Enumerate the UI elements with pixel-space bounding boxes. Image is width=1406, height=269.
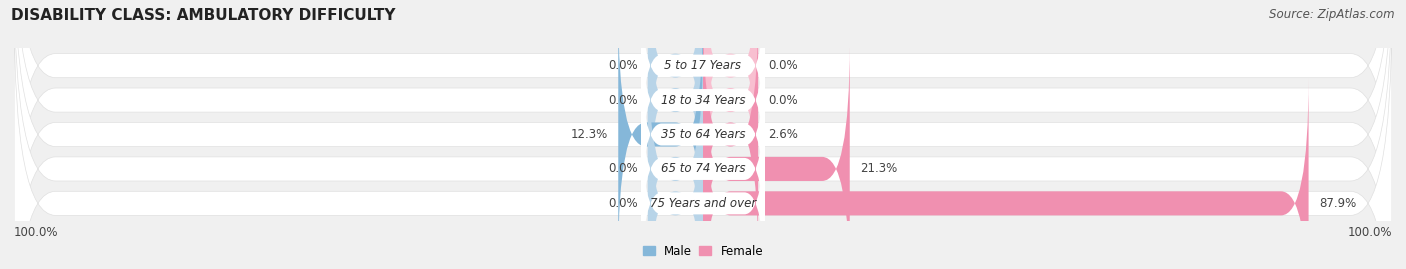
FancyBboxPatch shape — [14, 0, 1392, 269]
FancyBboxPatch shape — [648, 0, 703, 191]
FancyBboxPatch shape — [14, 0, 1392, 269]
Text: 65 to 74 Years: 65 to 74 Years — [661, 162, 745, 175]
Text: 87.9%: 87.9% — [1319, 197, 1357, 210]
Text: 0.0%: 0.0% — [607, 162, 637, 175]
Text: 5 to 17 Years: 5 to 17 Years — [665, 59, 741, 72]
FancyBboxPatch shape — [641, 42, 765, 227]
FancyBboxPatch shape — [703, 78, 1309, 269]
Legend: Male, Female: Male, Female — [643, 245, 763, 258]
Text: 2.6%: 2.6% — [769, 128, 799, 141]
Text: 0.0%: 0.0% — [607, 197, 637, 210]
FancyBboxPatch shape — [14, 9, 1392, 269]
FancyBboxPatch shape — [648, 0, 703, 226]
Text: 0.0%: 0.0% — [769, 59, 799, 72]
FancyBboxPatch shape — [619, 9, 703, 260]
FancyBboxPatch shape — [14, 0, 1392, 260]
FancyBboxPatch shape — [703, 9, 758, 260]
FancyBboxPatch shape — [703, 43, 849, 269]
Text: Source: ZipAtlas.com: Source: ZipAtlas.com — [1270, 8, 1395, 21]
Text: 100.0%: 100.0% — [14, 226, 59, 239]
Text: 0.0%: 0.0% — [607, 94, 637, 107]
FancyBboxPatch shape — [703, 0, 758, 191]
FancyBboxPatch shape — [648, 78, 703, 269]
Text: 75 Years and over: 75 Years and over — [650, 197, 756, 210]
Text: 12.3%: 12.3% — [571, 128, 607, 141]
Text: 0.0%: 0.0% — [607, 59, 637, 72]
FancyBboxPatch shape — [641, 0, 765, 158]
Text: DISABILITY CLASS: AMBULATORY DIFFICULTY: DISABILITY CLASS: AMBULATORY DIFFICULTY — [11, 8, 395, 23]
FancyBboxPatch shape — [703, 0, 758, 226]
Text: 18 to 34 Years: 18 to 34 Years — [661, 94, 745, 107]
FancyBboxPatch shape — [648, 43, 703, 269]
Text: 100.0%: 100.0% — [1347, 226, 1392, 239]
Text: 35 to 64 Years: 35 to 64 Years — [661, 128, 745, 141]
FancyBboxPatch shape — [641, 111, 765, 269]
Text: 0.0%: 0.0% — [769, 94, 799, 107]
FancyBboxPatch shape — [14, 0, 1392, 269]
FancyBboxPatch shape — [641, 77, 765, 261]
FancyBboxPatch shape — [641, 8, 765, 192]
Text: 21.3%: 21.3% — [860, 162, 897, 175]
